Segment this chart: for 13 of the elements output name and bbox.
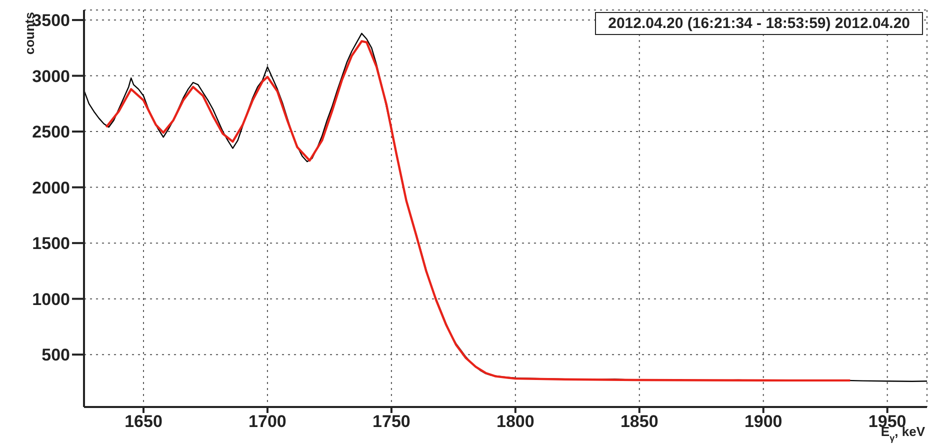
chart-title: 2012.04.20 (16:21:34 - 18:53:59) 2012.04.20	[595, 12, 923, 35]
x-tick-label: 1700	[248, 412, 286, 432]
y-tick-label: 2500	[32, 122, 70, 142]
x-tick-label: 1750	[372, 412, 410, 432]
y-tick-label: 1500	[32, 234, 70, 254]
x-tick-label: 1800	[496, 412, 534, 432]
y-tick-label: 2000	[32, 178, 70, 198]
y-tick-label: 3000	[32, 66, 70, 86]
y-tick-label: 500	[42, 346, 70, 365]
x-tick-label: 1850	[620, 412, 658, 432]
x-tick-label: 1900	[744, 412, 782, 432]
x-tick-label: 1650	[124, 412, 162, 432]
y-tick-label: 1000	[32, 290, 70, 309]
